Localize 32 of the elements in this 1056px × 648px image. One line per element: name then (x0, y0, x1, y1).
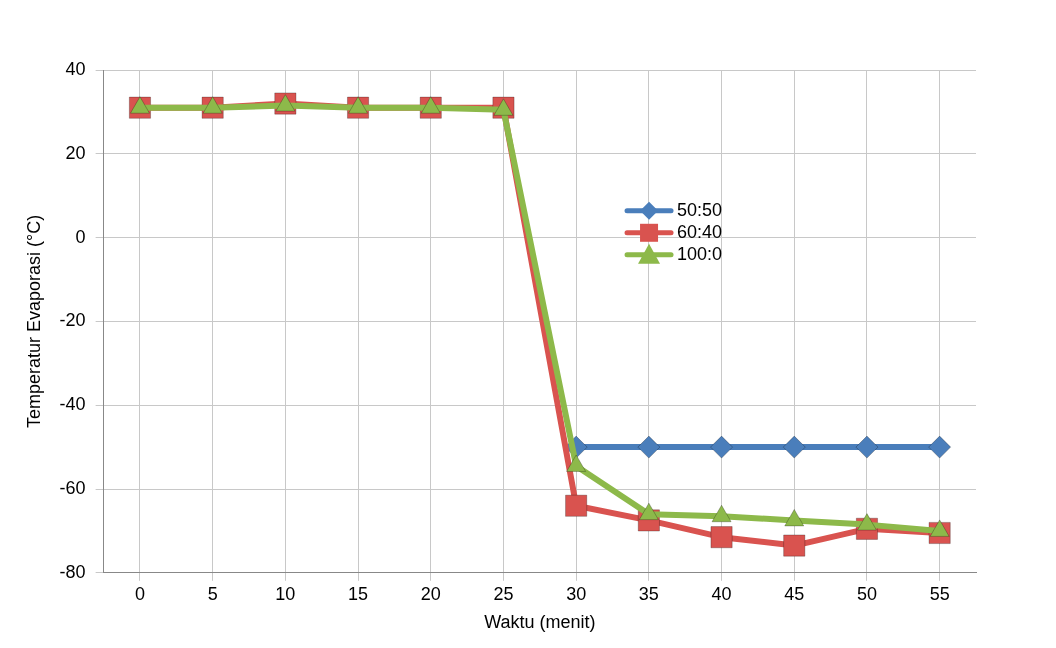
x-tick-label: 10 (275, 583, 296, 604)
x-axis-title: Waktu (menit) (484, 612, 596, 633)
x-tick-label: 50 (856, 583, 877, 604)
y-tick-label: 0 (75, 226, 86, 247)
x-tick-label: 25 (493, 583, 514, 604)
x-tick-label: 45 (784, 583, 805, 604)
y-tick-label: -20 (59, 310, 86, 331)
x-tick-label: 40 (711, 583, 732, 604)
x-tick-label: 35 (638, 583, 659, 604)
point (855, 435, 879, 459)
x-tick-label: 5 (207, 583, 218, 604)
x-tick-label: 30 (566, 583, 587, 604)
y-tick-label: -80 (59, 561, 86, 582)
y-axis-title: Temperatur Evaporasi (°C) (23, 214, 44, 429)
legend-label: 60:40 (677, 221, 723, 242)
y-tick-label: -40 (59, 394, 86, 415)
point (928, 435, 952, 459)
y-tick-label: 40 (65, 58, 86, 79)
x-tick-label: 15 (348, 583, 369, 604)
x-tick-label: 20 (420, 583, 441, 604)
point (783, 534, 806, 557)
point (565, 494, 588, 517)
point (782, 435, 806, 459)
legend-label: 100:0 (677, 243, 723, 264)
y-tick-label: -60 (59, 477, 86, 498)
legend-label: 50:50 (677, 199, 723, 220)
point (710, 435, 734, 459)
point (637, 435, 661, 459)
x-tick-label: 55 (929, 583, 950, 604)
x-tick-label: 0 (134, 583, 145, 604)
y-tick-label: 20 (65, 142, 86, 163)
point (710, 526, 733, 549)
